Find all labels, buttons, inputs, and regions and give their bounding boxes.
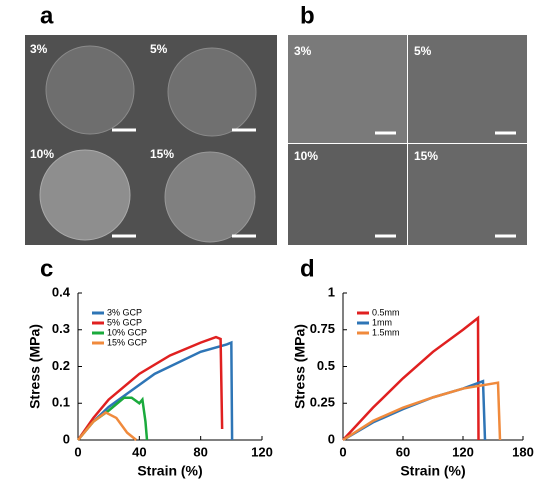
sem-image <box>408 144 527 245</box>
x-tick-label: 60 <box>396 444 410 459</box>
y-tick-label: 0.4 <box>52 284 71 299</box>
sample <box>167 47 257 137</box>
panel-label: b <box>300 2 315 29</box>
x-tick-label: 80 <box>193 444 207 459</box>
line <box>342 381 502 442</box>
y-tick-label: 0.2 <box>52 358 70 373</box>
image-label: 15% <box>414 149 438 163</box>
x-tick-label: 120 <box>251 444 273 459</box>
x-tick-label: 40 <box>132 444 146 459</box>
panel-label: a <box>40 2 54 29</box>
image-label: 3% <box>294 44 312 58</box>
photo-panel-b: 3% 5% 10% 15% <box>288 35 527 245</box>
image-label: 10% <box>294 149 318 163</box>
legend-label: 15% GCP <box>107 337 147 347</box>
image-label: 5% <box>414 44 432 58</box>
y-tick-label: 0 <box>328 431 335 446</box>
y-tick-label: 0.5 <box>317 358 335 373</box>
y-tick-label: 1 <box>328 284 335 299</box>
sem-image <box>408 35 527 143</box>
line <box>76 335 224 441</box>
panel-label: c <box>40 255 53 282</box>
x-axis-title: Strain (%) <box>137 463 202 479</box>
x-tick-label: 180 <box>512 444 534 459</box>
sem-image <box>288 144 407 245</box>
legend-label: 1mm <box>372 317 392 327</box>
panel-label: d <box>300 255 315 282</box>
sample <box>45 45 135 135</box>
legend-label: 5% GCP <box>107 317 142 327</box>
y-tick-label: 0.1 <box>52 395 70 410</box>
y-axis-title: Stress (MPa) <box>292 324 308 409</box>
sample <box>164 151 256 243</box>
legend-label: 3% GCP <box>107 307 142 317</box>
x-tick-label: 120 <box>452 444 474 459</box>
line <box>342 315 480 441</box>
y-tick-label: 0 <box>63 431 70 446</box>
y-tick-label: 0.75 <box>310 321 335 336</box>
line <box>77 340 234 441</box>
sem-image <box>288 35 407 143</box>
y-axis-title: Stress (MPa) <box>27 324 43 409</box>
x-tick-label: 0 <box>74 444 81 459</box>
line <box>77 410 138 441</box>
x-axis-title: Strain (%) <box>400 463 465 479</box>
y-tick-label: 0.3 <box>52 321 70 336</box>
image-label: 10% <box>30 147 54 161</box>
sample <box>39 149 131 241</box>
x-tick-label: 0 <box>339 444 346 459</box>
image-label: 3% <box>30 42 48 56</box>
line <box>342 379 487 442</box>
legend-label: 0.5mm <box>372 307 400 317</box>
photo-panel-a: 3% 5% 10% 15% <box>25 35 277 245</box>
legend-label: 10% GCP <box>107 327 147 337</box>
y-tick-label: 0.25 <box>310 395 335 410</box>
image-label: 5% <box>150 42 168 56</box>
legend-label: 1.5mm <box>372 327 400 337</box>
image-label: 15% <box>150 147 174 161</box>
